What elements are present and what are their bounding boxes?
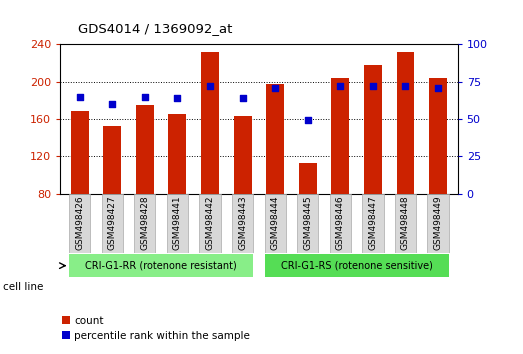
Text: GSM498427: GSM498427	[108, 195, 117, 250]
Bar	[201, 52, 219, 194]
Bar	[71, 112, 89, 194]
Text: CRI-G1-RS (rotenone sensitive): CRI-G1-RS (rotenone sensitive)	[281, 261, 433, 271]
Point	[369, 83, 377, 89]
Point	[303, 118, 312, 123]
Point	[401, 83, 410, 89]
Bar	[104, 126, 121, 194]
Text: GSM498447: GSM498447	[368, 195, 378, 250]
Bar	[364, 65, 382, 194]
Bar	[69, 194, 90, 253]
Bar	[134, 194, 155, 253]
Bar	[101, 194, 123, 253]
Bar	[232, 194, 253, 253]
Point	[141, 94, 149, 99]
Bar	[427, 194, 449, 253]
Bar	[332, 78, 349, 194]
Bar	[168, 114, 186, 194]
Point	[75, 94, 84, 99]
Point	[238, 95, 247, 101]
Text: GSM498445: GSM498445	[303, 195, 312, 250]
Bar	[362, 194, 383, 253]
Bar	[265, 254, 449, 278]
Text: GDS4014 / 1369092_at: GDS4014 / 1369092_at	[78, 22, 233, 35]
Bar	[299, 163, 317, 194]
Bar	[396, 52, 414, 194]
Bar	[136, 105, 154, 194]
Bar	[69, 254, 253, 278]
Text: GSM498441: GSM498441	[173, 195, 182, 250]
Bar	[429, 78, 447, 194]
Legend: count, percentile rank within the sample: count, percentile rank within the sample	[58, 312, 254, 345]
Bar	[266, 84, 284, 194]
Point	[434, 85, 442, 90]
Text: GSM498443: GSM498443	[238, 195, 247, 250]
Bar	[297, 194, 319, 253]
Bar	[167, 194, 188, 253]
Text: CRI-G1-RR (rotenone resistant): CRI-G1-RR (rotenone resistant)	[85, 261, 237, 271]
Text: GSM498426: GSM498426	[75, 195, 84, 250]
Point	[206, 83, 214, 89]
Bar	[265, 194, 286, 253]
Bar	[234, 116, 252, 194]
Text: GSM498446: GSM498446	[336, 195, 345, 250]
Text: GSM498442: GSM498442	[206, 195, 214, 250]
Point	[108, 101, 117, 107]
Text: GSM498449: GSM498449	[434, 195, 442, 250]
Bar	[395, 194, 416, 253]
Text: GSM498428: GSM498428	[140, 195, 150, 250]
Text: GSM498448: GSM498448	[401, 195, 410, 250]
Bar	[199, 194, 221, 253]
Bar	[329, 194, 351, 253]
Text: GSM498444: GSM498444	[271, 195, 280, 250]
Point	[173, 95, 181, 101]
Point	[271, 85, 279, 90]
Text: cell line: cell line	[3, 282, 43, 292]
Point	[336, 83, 345, 89]
